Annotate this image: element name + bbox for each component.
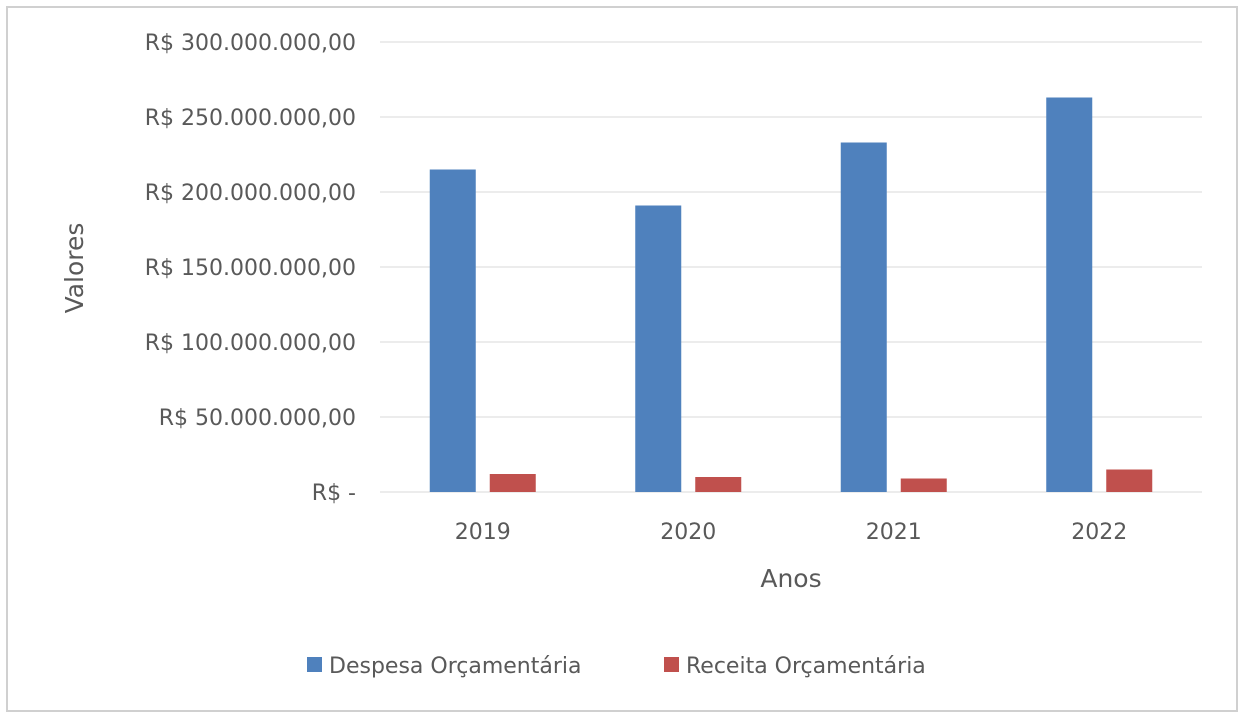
y-tick-label: R$ 50.000.000,00: [159, 406, 356, 431]
bar-receita-2020: [695, 477, 742, 492]
y-tick-label: R$ 300.000.000,00: [145, 31, 356, 56]
bar-despesa-2022: [1046, 97, 1093, 492]
x-tick-label: 2020: [660, 520, 716, 545]
y-tick-label: R$ 250.000.000,00: [145, 106, 356, 131]
x-axis-title: Anos: [760, 564, 821, 593]
y-tick-label: R$ -: [312, 481, 356, 506]
legend-label: Despesa Orçamentária: [329, 654, 581, 679]
x-tick-label: 2019: [455, 520, 511, 545]
bar-despesa-2020: [635, 205, 682, 492]
legend-label: Receita Orçamentária: [686, 654, 926, 679]
x-tick-label: 2022: [1071, 520, 1127, 545]
bar-despesa-2019: [429, 169, 476, 492]
y-tick-label: R$ 100.000.000,00: [145, 331, 356, 356]
bar-despesa-2021: [840, 142, 887, 492]
y-tick-labels: R$ - R$ 50.000.000,00 R$ 100.000.000,00 R$ …: [145, 31, 356, 506]
legend: Despesa Orçamentária Receita Orçamentária: [307, 654, 926, 679]
bar-receita-2021: [900, 478, 947, 492]
bars: [429, 97, 1153, 492]
y-axis-title: Valores: [60, 223, 89, 314]
legend-swatch: [307, 657, 322, 672]
bar-receita-2022: [1106, 469, 1153, 492]
chart-frame: [6, 6, 1238, 712]
bar-receita-2019: [489, 474, 536, 492]
legend-swatch: [664, 657, 679, 672]
y-tick-label: R$ 200.000.000,00: [145, 181, 356, 206]
x-tick-label: 2021: [866, 520, 922, 545]
y-tick-label: R$ 150.000.000,00: [145, 256, 356, 281]
x-tick-labels: 2019 2020 2021 2022: [455, 520, 1128, 545]
